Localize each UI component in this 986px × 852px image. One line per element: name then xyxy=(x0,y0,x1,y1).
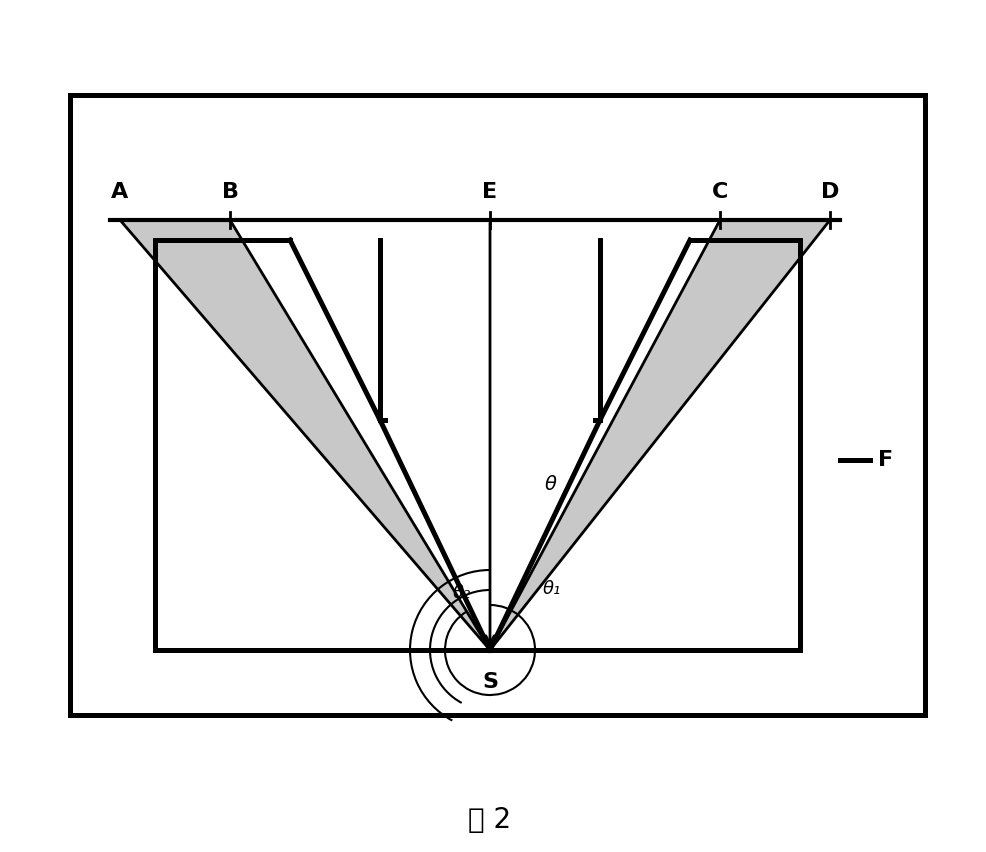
Text: E: E xyxy=(482,182,497,202)
Text: θ₁: θ₁ xyxy=(542,580,561,598)
Text: 图 2: 图 2 xyxy=(468,806,511,834)
Polygon shape xyxy=(489,220,829,650)
Text: B: B xyxy=(221,182,239,202)
Text: D: D xyxy=(820,182,838,202)
Polygon shape xyxy=(120,220,489,650)
Text: S: S xyxy=(481,672,498,692)
Text: C: C xyxy=(711,182,728,202)
Text: θ₂: θ₂ xyxy=(453,584,470,602)
Text: F: F xyxy=(878,450,892,470)
Text: A: A xyxy=(111,182,128,202)
Text: θ: θ xyxy=(544,475,556,494)
